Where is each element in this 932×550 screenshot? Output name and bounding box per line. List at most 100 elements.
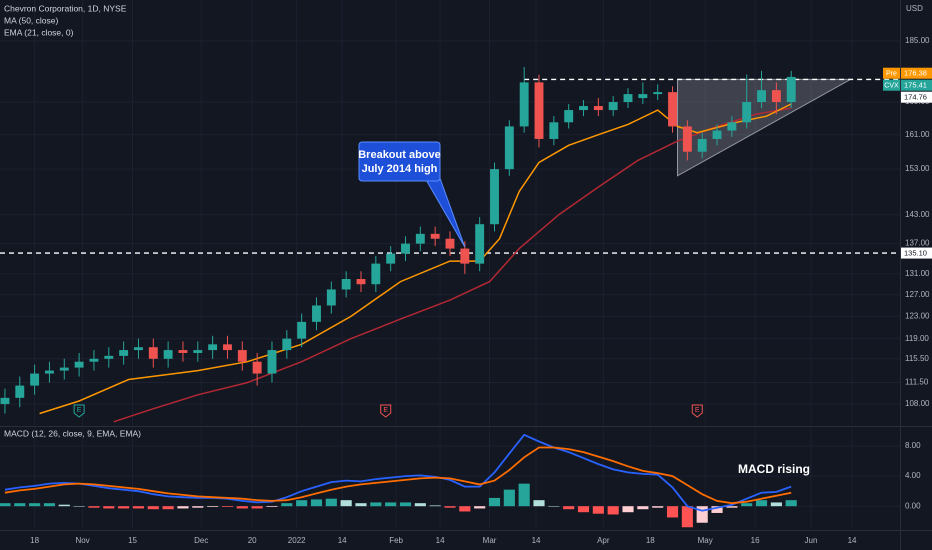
candle-body bbox=[549, 122, 559, 139]
y-tick-label: 185.00 bbox=[905, 36, 930, 45]
legend-ema: EMA (21, close, 0) bbox=[4, 27, 74, 37]
candle-body bbox=[30, 373, 40, 386]
histogram-bar bbox=[281, 503, 293, 507]
y-tick-label: 119.00 bbox=[905, 334, 929, 343]
histogram-bar bbox=[118, 506, 130, 509]
histogram-bar bbox=[652, 506, 664, 508]
histogram-bar bbox=[577, 506, 590, 513]
y-tick-label: 131.00 bbox=[905, 269, 930, 278]
histogram-bar bbox=[162, 506, 174, 510]
candle-body bbox=[475, 224, 485, 264]
x-tick-label: 20 bbox=[248, 536, 257, 545]
histogram-bar bbox=[192, 506, 204, 508]
candle-body bbox=[668, 92, 677, 127]
price-tag bbox=[901, 79, 932, 91]
candle-body bbox=[312, 305, 321, 322]
histogram-bar bbox=[88, 506, 100, 508]
candle-body bbox=[371, 263, 381, 285]
x-tick-label: 18 bbox=[646, 536, 655, 545]
histogram-bar bbox=[503, 489, 515, 507]
histogram-bar bbox=[14, 503, 26, 507]
histogram-bar bbox=[696, 506, 708, 523]
price-tag bbox=[901, 67, 932, 79]
histogram-bar bbox=[785, 500, 797, 507]
y-tick-label: 0.00 bbox=[905, 501, 921, 510]
candle-body bbox=[757, 90, 766, 103]
y-tick-label: 4.00 bbox=[905, 471, 921, 480]
candle-body bbox=[341, 279, 351, 290]
histogram-bar bbox=[340, 500, 352, 507]
histogram-bar bbox=[711, 506, 723, 513]
candle-body bbox=[15, 385, 25, 398]
candle-body bbox=[519, 82, 529, 127]
candle-body bbox=[237, 350, 247, 362]
price-tag-name-box bbox=[883, 67, 900, 79]
candle-body bbox=[623, 94, 633, 103]
candle-body bbox=[148, 347, 158, 359]
candle-body bbox=[727, 122, 737, 131]
histogram-bar bbox=[43, 503, 56, 507]
candle-body bbox=[564, 110, 574, 123]
histogram-bar bbox=[177, 506, 189, 509]
candle-body bbox=[460, 248, 470, 264]
histogram-bar bbox=[474, 506, 486, 509]
candle-body bbox=[490, 169, 499, 225]
histogram-bar bbox=[681, 506, 693, 528]
candle-body bbox=[208, 344, 218, 351]
candle-body bbox=[608, 102, 618, 111]
histogram-bar bbox=[73, 506, 85, 507]
y-tick-label: 108.00 bbox=[905, 399, 930, 408]
candle-body bbox=[682, 126, 692, 152]
candle-body bbox=[282, 338, 292, 351]
histogram-bar bbox=[518, 483, 530, 507]
callout-box bbox=[358, 141, 441, 182]
candle-body bbox=[401, 243, 410, 254]
earnings-label: E bbox=[77, 407, 82, 414]
candle-body bbox=[0, 397, 10, 405]
macd-annotation: MACD rising bbox=[738, 462, 810, 476]
histogram-bar bbox=[622, 506, 634, 513]
earnings-label: E bbox=[695, 407, 700, 414]
y-tick-label: 115.50 bbox=[905, 354, 929, 363]
histogram-bar bbox=[429, 505, 441, 507]
grid bbox=[0, 0, 900, 528]
histogram-bar bbox=[563, 506, 575, 510]
candle-body bbox=[89, 358, 99, 362]
price-tag-name: CVX bbox=[884, 83, 899, 90]
histogram-bar bbox=[132, 506, 145, 509]
histogram-bar bbox=[592, 506, 604, 514]
y-tick-label: 161.00 bbox=[905, 130, 930, 139]
candle-body bbox=[445, 238, 455, 249]
callout-text: July 2014 high bbox=[362, 163, 438, 175]
x-tick-label: 14 bbox=[848, 536, 857, 545]
histogram-bar bbox=[325, 498, 337, 507]
macd-pane: MACD rising bbox=[0, 433, 810, 528]
candle-body bbox=[415, 233, 425, 244]
candle-body bbox=[712, 130, 722, 139]
symbol-title: Chevron Corporation, 1D, NYSE bbox=[4, 3, 127, 13]
candle-body bbox=[742, 102, 752, 123]
price-pane: E E E Breakout above July 2014 high bbox=[0, 67, 900, 423]
histogram-bar bbox=[637, 506, 649, 510]
histogram-bar bbox=[488, 497, 501, 507]
candle-body bbox=[653, 92, 663, 95]
candle-body bbox=[163, 350, 173, 359]
candle-body bbox=[534, 82, 544, 139]
price-tag-value: 176.38 bbox=[904, 69, 927, 78]
candle-body bbox=[326, 289, 336, 306]
price-tag-value: 135.10 bbox=[904, 249, 927, 258]
price-tag-value: 174.76 bbox=[904, 93, 927, 102]
candle-body bbox=[267, 350, 277, 374]
candle-body bbox=[134, 347, 143, 351]
histogram-bar bbox=[236, 506, 248, 509]
x-tick-label: May bbox=[698, 536, 713, 545]
x-tick-label: 14 bbox=[436, 536, 445, 545]
y-tick-label: 8.00 bbox=[905, 441, 921, 450]
legend-ma: MA (50, close) bbox=[4, 15, 58, 25]
candle-body bbox=[786, 76, 796, 103]
candle-body bbox=[178, 350, 188, 353]
candle-body bbox=[193, 350, 203, 353]
histogram-bar bbox=[385, 502, 397, 507]
candle-body bbox=[430, 233, 440, 239]
